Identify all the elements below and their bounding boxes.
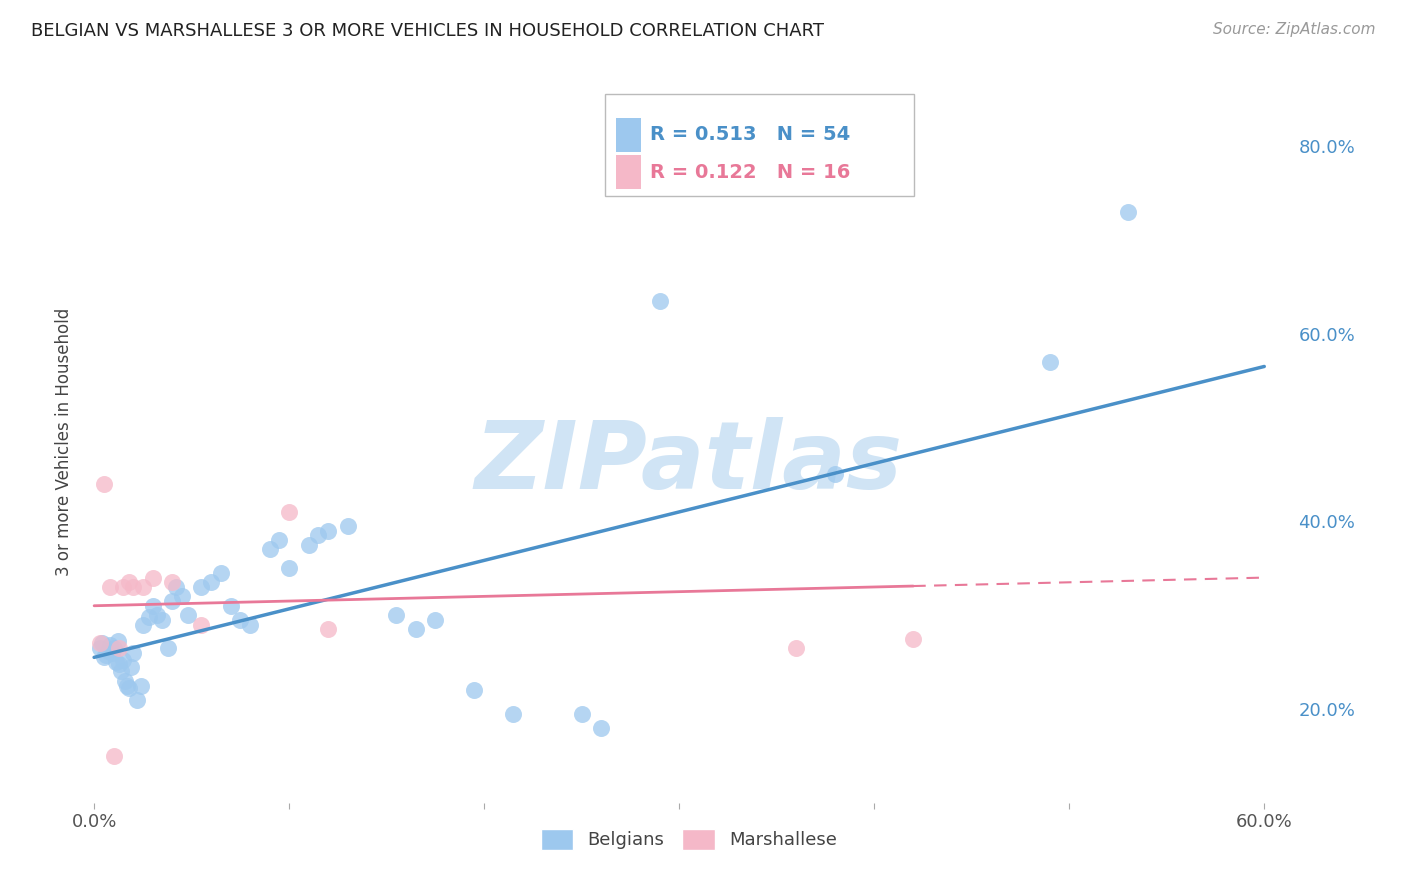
Point	[117, 679, 139, 693]
Point	[118, 681, 141, 696]
Point	[177, 608, 200, 623]
Point	[1116, 204, 1139, 219]
Point	[107, 634, 129, 648]
Point	[104, 655, 127, 669]
Point	[98, 580, 121, 594]
Point	[98, 638, 121, 652]
Point	[103, 640, 125, 655]
Point	[108, 640, 131, 655]
Point	[307, 528, 329, 542]
Point	[110, 665, 132, 679]
Point	[229, 613, 252, 627]
Point	[90, 636, 112, 650]
Point	[118, 575, 141, 590]
Point	[160, 575, 183, 590]
Point	[190, 580, 212, 594]
Point	[112, 580, 135, 594]
Point	[648, 293, 671, 308]
Point	[463, 683, 485, 698]
Text: Source: ZipAtlas.com: Source: ZipAtlas.com	[1212, 22, 1375, 37]
Point	[316, 524, 339, 538]
Point	[336, 519, 359, 533]
Point	[103, 748, 125, 763]
Point	[298, 538, 321, 552]
Point	[278, 561, 301, 575]
Point	[120, 659, 142, 673]
Point	[259, 542, 281, 557]
Point	[200, 575, 222, 590]
Point	[132, 580, 155, 594]
Point	[278, 505, 301, 519]
Point	[239, 617, 262, 632]
Text: R = 0.513   N = 54: R = 0.513 N = 54	[650, 125, 849, 145]
Point	[425, 613, 447, 627]
Point	[142, 599, 165, 613]
Point	[903, 632, 925, 646]
Point	[591, 721, 613, 735]
Point	[122, 580, 145, 594]
Point	[385, 608, 408, 623]
Point	[502, 706, 524, 721]
Point	[94, 648, 117, 662]
Point	[157, 640, 180, 655]
Point	[209, 566, 232, 580]
Point	[93, 650, 115, 665]
Point	[824, 467, 846, 482]
Text: BELGIAN VS MARSHALLESE 3 OR MORE VEHICLES IN HOUSEHOLD CORRELATION CHART: BELGIAN VS MARSHALLESE 3 OR MORE VEHICLE…	[31, 22, 824, 40]
Point	[316, 622, 339, 636]
Point	[571, 706, 593, 721]
Text: R = 0.122   N = 16: R = 0.122 N = 16	[650, 162, 851, 182]
Point	[785, 640, 807, 655]
Text: ZIPatlas: ZIPatlas	[475, 417, 903, 509]
Point	[114, 673, 136, 688]
Point	[132, 617, 155, 632]
Point	[142, 571, 165, 585]
Point	[122, 646, 145, 660]
Point	[108, 657, 131, 671]
Point	[89, 636, 111, 650]
Point	[1039, 355, 1062, 369]
Point	[190, 617, 212, 632]
Legend: Belgians, Marshallese: Belgians, Marshallese	[531, 820, 846, 859]
Point	[138, 610, 160, 624]
Point	[145, 608, 167, 623]
Point	[93, 476, 115, 491]
Point	[129, 679, 152, 693]
Point	[219, 599, 242, 613]
Point	[97, 644, 120, 658]
Point	[165, 580, 187, 594]
Y-axis label: 3 or more Vehicles in Household: 3 or more Vehicles in Household	[55, 308, 73, 575]
Point	[160, 594, 183, 608]
Point	[112, 653, 135, 667]
Point	[89, 640, 111, 655]
Point	[269, 533, 291, 547]
Point	[125, 692, 148, 706]
Point	[170, 590, 193, 604]
Point	[100, 646, 122, 660]
Point	[150, 613, 173, 627]
Point	[405, 622, 427, 636]
